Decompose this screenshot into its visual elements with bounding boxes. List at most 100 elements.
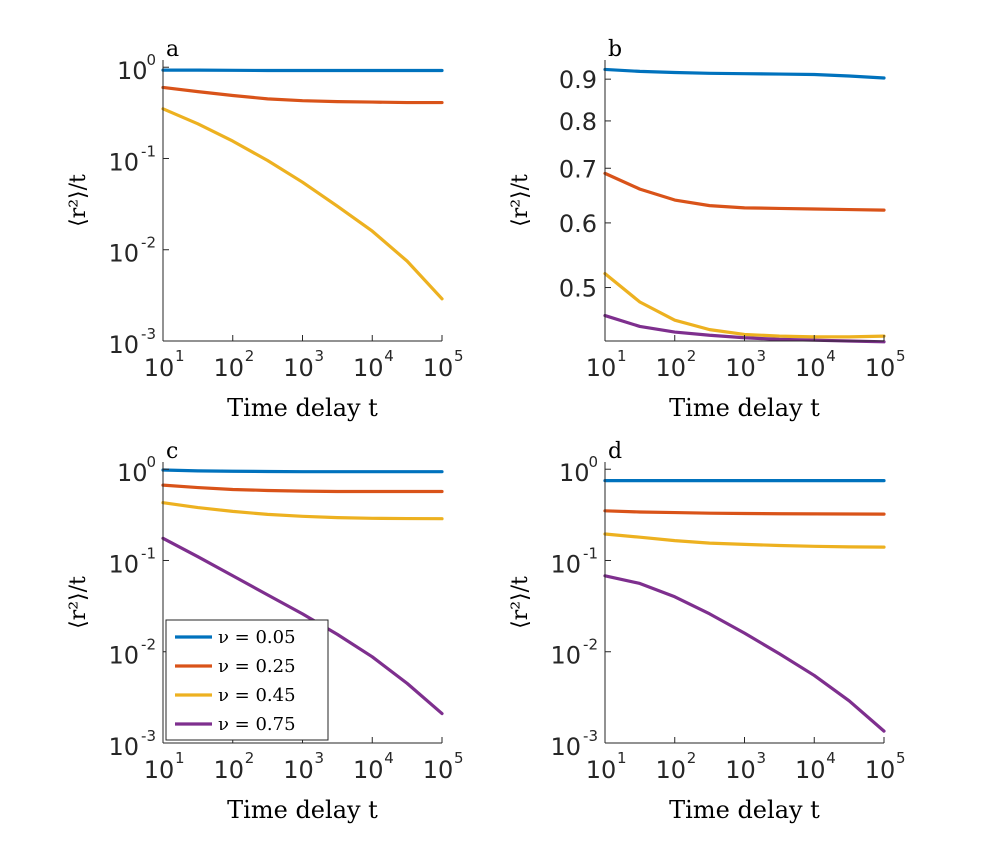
y-tick-label-b-1: 0.8	[559, 108, 597, 136]
y-tick-exp-d-0: 0	[588, 453, 598, 471]
x-tick-label-a-1: 10	[213, 354, 244, 382]
x-tick-label-d-4: 10	[865, 756, 896, 784]
series-line-a-2	[161, 85, 444, 105]
y-tick-exp-a-1: -1	[141, 142, 156, 160]
panel-letter-d: d	[608, 439, 622, 464]
x-tick-label-a-0: 10	[144, 354, 175, 382]
series-line-d-3	[603, 532, 886, 549]
y-tick-label-b-4: 0.5	[559, 275, 597, 303]
x-tick-exp-a-1: 2	[245, 347, 255, 365]
series-line-c-1	[161, 468, 444, 474]
x-tick-label-d-1: 10	[655, 756, 686, 784]
y-axis-label-c: ⟨r²⟩/t	[66, 576, 91, 629]
x-tick-label-c-1: 10	[213, 756, 244, 784]
panel-letter-a: a	[166, 37, 179, 62]
x-tick-exp-c-1: 2	[245, 749, 255, 767]
y-tick-label-a-3: 10	[108, 331, 139, 359]
x-tick-label-b-4: 10	[865, 354, 896, 382]
y-tick-exp-c-3: -3	[141, 727, 156, 745]
y-tick-label-b-0: 0.9	[559, 66, 597, 94]
y-tick-label-a-0: 10	[117, 57, 148, 85]
y-axis-label-b: ⟨r²⟩/t	[508, 174, 533, 227]
x-tick-exp-d-3: 4	[826, 749, 836, 767]
y-tick-label-c-3: 10	[108, 733, 139, 761]
x-tick-exp-a-4: 5	[454, 347, 464, 365]
x-tick-exp-d-2: 3	[757, 749, 767, 767]
y-tick-label-c-0: 10	[117, 459, 148, 487]
x-tick-label-b-3: 10	[795, 354, 826, 382]
y-tick-label-d-1: 10	[550, 550, 581, 578]
x-tick-label-b-2: 10	[725, 354, 756, 382]
y-tick-label-c-1: 10	[108, 550, 139, 578]
series-line-b-3	[603, 272, 886, 339]
series-line-c-2	[161, 483, 444, 494]
x-tick-exp-a-0: 1	[175, 347, 185, 365]
x-tick-exp-b-0: 1	[617, 347, 627, 365]
y-axis-label-a: ⟨r²⟩/t	[66, 174, 91, 227]
y-tick-exp-c-0: 0	[146, 453, 156, 471]
y-tick-label-b-3: 0.6	[559, 210, 597, 238]
x-tick-label-a-2: 10	[283, 354, 314, 382]
y-tick-exp-d-1: -1	[583, 544, 598, 562]
y-tick-label-d-0: 10	[559, 459, 590, 487]
x-axis-label-c: Time delay t	[227, 796, 378, 824]
x-tick-exp-c-4: 5	[454, 749, 464, 767]
x-tick-exp-b-3: 4	[826, 347, 836, 365]
legend-label-2: ν = 0.25	[218, 656, 296, 677]
y-tick-exp-a-3: -3	[141, 325, 156, 343]
x-tick-exp-b-4: 5	[896, 347, 906, 365]
x-tick-label-d-2: 10	[725, 756, 756, 784]
y-tick-exp-d-3: -3	[583, 727, 598, 745]
y-tick-label-b-2: 0.7	[559, 155, 597, 183]
panel-letter-c: c	[166, 439, 178, 464]
x-tick-label-b-0: 10	[586, 354, 617, 382]
y-axis-label-d: ⟨r²⟩/t	[508, 576, 533, 629]
y-tick-label-d-2: 10	[550, 642, 581, 670]
y-tick-label-d-3: 10	[550, 733, 581, 761]
x-tick-exp-b-2: 3	[757, 347, 767, 365]
x-axis-label-a: Time delay t	[227, 394, 378, 422]
series-line-a-3	[161, 107, 444, 301]
legend: ν = 0.05 ν = 0.25 ν = 0.45 ν = 0.75	[165, 619, 329, 741]
y-tick-label-a-2: 10	[108, 240, 139, 268]
x-tick-exp-a-2: 3	[315, 347, 325, 365]
y-tick-exp-c-2: -2	[141, 636, 156, 654]
y-tick-exp-d-2: -2	[583, 636, 598, 654]
x-tick-label-c-2: 10	[283, 756, 314, 784]
series-line-b-2	[603, 171, 886, 212]
x-tick-label-a-4: 10	[423, 354, 454, 382]
y-tick-label-a-1: 10	[108, 148, 139, 176]
x-tick-label-b-1: 10	[655, 354, 686, 382]
x-tick-label-c-4: 10	[423, 756, 454, 784]
series-line-d-4	[603, 574, 886, 733]
legend-label-1: ν = 0.05	[218, 627, 296, 648]
legend-box	[165, 619, 329, 741]
x-tick-label-a-3: 10	[353, 354, 384, 382]
x-axis-label-b: Time delay t	[669, 394, 820, 422]
x-tick-label-c-0: 10	[144, 756, 175, 784]
y-tick-exp-c-1: -1	[141, 544, 156, 562]
x-tick-exp-d-1: 2	[687, 749, 697, 767]
x-tick-exp-a-3: 4	[384, 347, 394, 365]
legend-label-4: ν = 0.75	[218, 714, 296, 735]
x-tick-exp-d-0: 1	[617, 749, 627, 767]
x-tick-exp-c-0: 1	[175, 749, 185, 767]
x-axis-label-d: Time delay t	[669, 796, 820, 824]
x-tick-label-c-3: 10	[353, 756, 384, 784]
x-tick-exp-d-4: 5	[896, 749, 906, 767]
x-tick-exp-c-2: 3	[315, 749, 325, 767]
series-line-b-1	[603, 67, 886, 80]
y-tick-label-c-2: 10	[108, 642, 139, 670]
y-tick-exp-a-0: 0	[146, 51, 156, 69]
x-tick-label-d-3: 10	[795, 756, 826, 784]
legend-label-3: ν = 0.45	[218, 685, 296, 706]
series-line-c-4	[161, 536, 444, 716]
x-tick-label-d-0: 10	[586, 756, 617, 784]
series-line-d-2	[603, 509, 886, 516]
y-tick-exp-a-2: -2	[141, 234, 156, 252]
